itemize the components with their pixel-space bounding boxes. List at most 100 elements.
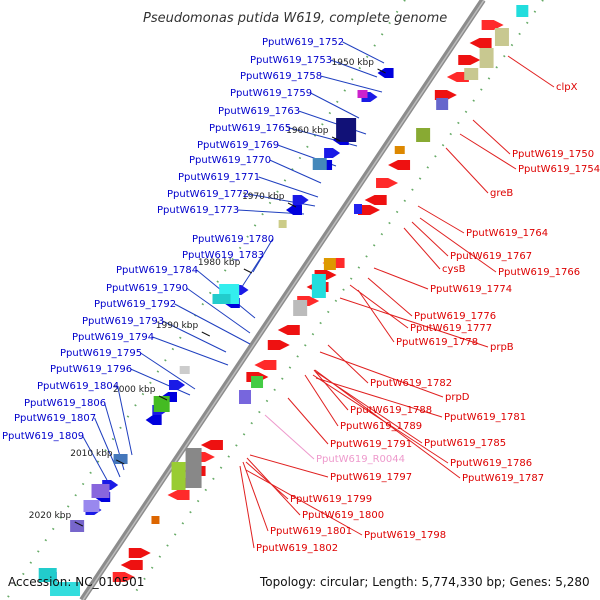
left-gene-label: PputW619_1773: [157, 205, 239, 216]
left-gene-label: PputW619_1804: [37, 381, 119, 392]
left-gene-label: PputW619_1792: [94, 299, 176, 310]
left-gene-label: PputW619_1794: [72, 332, 154, 343]
left-gene-label: PputW619_1780: [192, 234, 274, 245]
right-leader-line: [327, 344, 369, 384]
right-leader-line: [239, 465, 255, 549]
kbp-tick-mark: [243, 268, 253, 274]
topology-text: Topology: circular; Length: 5,774,330 bp…: [259, 575, 590, 589]
left-gene-label: PputW619_1765: [209, 123, 291, 134]
gene-box: [70, 520, 85, 532]
right-gene-label: PputW619_1786: [450, 458, 532, 469]
right-gene-label: PputW619_1766: [498, 267, 580, 278]
right-leader-line: [264, 414, 315, 460]
gene-box: [171, 462, 186, 490]
gene-features: [38, 5, 529, 596]
gene-box: [179, 366, 190, 374]
left-gene-label: PputW619_1795: [60, 348, 142, 359]
left-leader-line: [94, 417, 121, 478]
gene-arrow-red: [128, 548, 151, 558]
gene-arrow-red: [200, 440, 223, 450]
gene-box: [436, 98, 449, 110]
right-leader-line: [245, 461, 289, 500]
right-leader-line: [242, 461, 269, 532]
kbp-tick-label: 1960 kbp: [286, 126, 329, 136]
right-gene-label: PputW619_1774: [430, 284, 512, 295]
gene-box: [113, 454, 128, 464]
left-leader-line: [258, 176, 319, 198]
left-leader-line: [310, 92, 360, 119]
right-gene-label: PputW619_1764: [466, 228, 548, 239]
left-leader-line: [174, 303, 251, 345]
kbp-tick-label: 1980 kbp: [198, 258, 241, 268]
kbp-tick-label: 1970 kbp: [242, 192, 285, 202]
left-gene-label: PputW619_1763: [218, 106, 300, 117]
gene-arrow-red: [267, 340, 290, 350]
kbp-tick-mark: [331, 136, 341, 142]
right-leader-line: [411, 221, 449, 257]
right-gene-labels: clpX PputW619_1750 PputW619_1754 greB PputW6…: [256, 82, 600, 554]
gene-arrow-red: [469, 38, 492, 48]
left-leader-line: [320, 75, 383, 93]
gene-box: [212, 294, 231, 304]
right-leader-line: [367, 277, 413, 317]
right-gene-label: PputW619_1799: [290, 494, 372, 505]
left-gene-label: PputW619_1769: [197, 140, 279, 151]
right-leader-line: [245, 469, 363, 536]
kbp-tick-mark: [74, 521, 84, 527]
left-gene-label: PputW619_1770: [189, 155, 271, 166]
gene-arrow-blue: [145, 415, 162, 425]
right-gene-label: PputW619_1767: [450, 251, 532, 262]
gene-box: [323, 258, 336, 270]
left-gene-label: PputW619_1809: [2, 431, 84, 442]
right-leader-line: [459, 133, 517, 170]
right-gene-label: PputW619_1776: [414, 311, 496, 322]
right-leader-line: [304, 374, 339, 427]
left-leader-line: [162, 320, 227, 353]
gene-arrow-blue: [292, 195, 309, 205]
gene-box: [91, 484, 110, 498]
left-gene-label: PputW619_1752: [262, 37, 344, 48]
right-gene-label: PputW619_1798: [364, 530, 446, 541]
kbp-tick-label: 1990 kbp: [156, 321, 199, 331]
left-gene-label: PputW619_1771: [178, 172, 260, 183]
left-leader-line: [269, 159, 322, 184]
right-gene-label: PputW619_1787: [462, 473, 544, 484]
right-leader-line: [472, 119, 511, 155]
right-gene-label: PputW619_R0044: [316, 454, 405, 465]
right-leader-line: [315, 377, 443, 418]
left-gene-label: PputW619_1796: [50, 364, 132, 375]
right-gene-label: PputW619_1778: [396, 337, 478, 348]
right-leader-line: [445, 147, 489, 194]
right-gene-label: cysB: [442, 264, 466, 275]
gene-arrow-blue: [285, 205, 302, 215]
left-gene-label: PputW619_1783: [182, 250, 264, 261]
left-leader-line: [130, 368, 191, 396]
gene-arrow-red: [364, 195, 387, 205]
right-gene-label: PputW619_1791: [330, 439, 412, 450]
left-leader-line: [82, 435, 108, 481]
right-leader-line: [419, 217, 497, 273]
right-gene-label: PputW619_1802: [256, 543, 338, 554]
gene-arrow-blue: [324, 148, 341, 158]
right-gene-label: PputW619_1781: [444, 412, 526, 423]
right-leader-line: [249, 454, 329, 478]
gene-box: [357, 90, 368, 98]
gene-box: [353, 204, 362, 214]
left-leader-line: [140, 352, 196, 390]
right-gene-label: PputW619_1785: [424, 438, 506, 449]
right-gene-label: PputW619_1788: [350, 405, 432, 416]
genome-backbone: [79, 0, 486, 600]
left-leader-lines: [82, 41, 385, 481]
left-gene-label: PputW619_1793: [82, 316, 164, 327]
gene-box: [153, 396, 170, 412]
right-leader-line: [287, 397, 329, 445]
kbp-tick-mark: [201, 331, 211, 337]
gene-box: [251, 376, 264, 388]
right-gene-label: prpD: [445, 392, 470, 403]
kbp-tick-label: 1950 kbp: [332, 58, 375, 68]
gene-box: [394, 146, 405, 154]
gene-box: [151, 516, 160, 524]
right-gene-label: PputW619_1777: [410, 323, 492, 334]
left-gene-label: PputW619_1753: [250, 55, 332, 66]
